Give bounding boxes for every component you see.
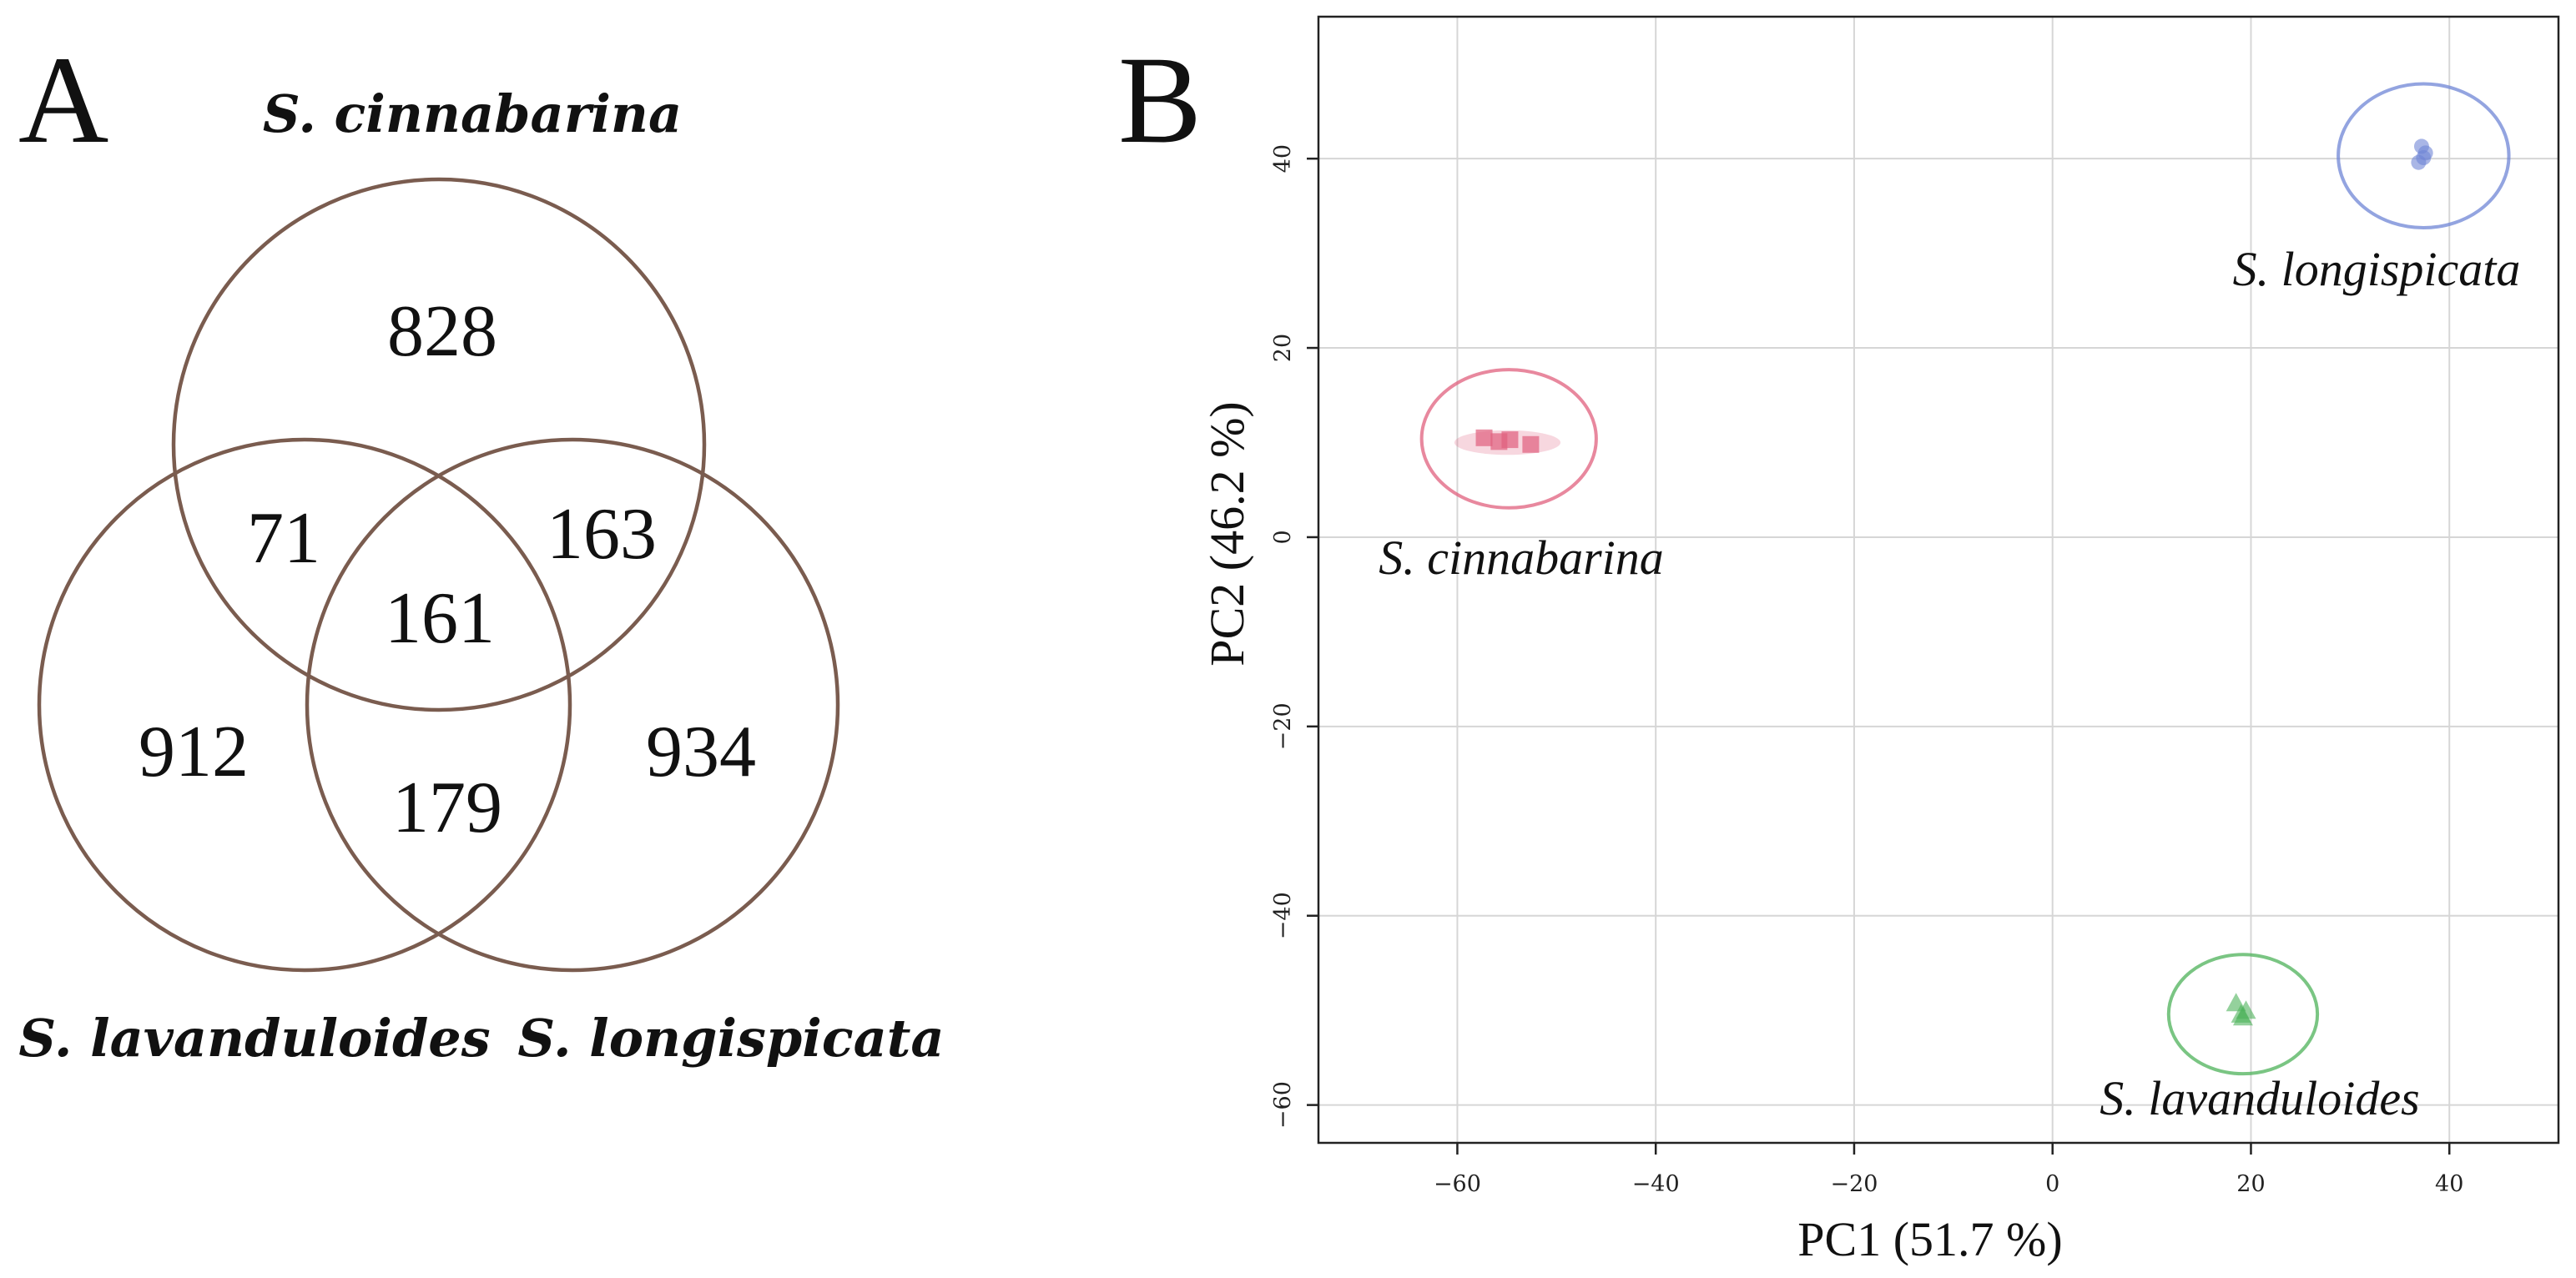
y-tick-label: 20 [1270,334,1296,362]
count-lavanduloides-only: 912 [139,712,249,792]
point-scinnabarina [1475,429,1493,446]
circle-lavanduloides [37,437,572,973]
data-points [1475,138,2433,1026]
ellipse-slavanduloides [2166,953,2320,1076]
x-tick-label: 20 [2236,1171,2265,1197]
count-cinnabarina-longispicata: 163 [547,494,657,575]
y-tick-label: −40 [1270,892,1296,939]
group-label-cinnabarina: S. cinnabarina [1379,531,1664,585]
count-cinnabarina-lavanduloides: 71 [247,498,320,579]
count-lavanduloides-longispicata: 179 [392,767,502,848]
point-slavanduloides [2232,1007,2253,1026]
y-tick-label: −60 [1270,1081,1296,1129]
grid [1318,17,2558,1143]
count-all-three: 161 [385,578,495,659]
point-scinnabarina [1501,431,1519,449]
x-tick-label: 40 [2435,1171,2463,1197]
circle-longispicata [305,437,840,973]
circle-cinnabarina [171,177,707,712]
count-longispicata-only: 934 [646,712,756,792]
plot-frame [1317,15,2560,1145]
y-tick-label: −20 [1270,702,1296,750]
label-set-lavanduloides: S. lavanduloides [18,1008,490,1069]
panel-b-label: B [1118,31,1202,169]
panel-a-label: A [18,31,108,169]
ellipse-scinnabarina [1419,368,1598,510]
point-slongispicata [2416,150,2432,166]
x-axis-ticks: −60 −40 −20 0 20 40 [1434,1143,2463,1197]
point-scinnabarina [1522,435,1540,453]
y-tick-label: 0 [1270,530,1296,544]
ellipse-slongispicata [2337,82,2511,229]
group-label-longispicata: S. longispicata [2233,242,2521,296]
group-label-lavanduloides: S. lavanduloides [2100,1071,2419,1125]
x-axis-label: PC1 (51.7 %) [1797,1212,2062,1266]
x-tick-label: −40 [1632,1171,1680,1197]
x-tick-label: −60 [1434,1171,1481,1197]
label-set-cinnabarina: S. cinnabarina [263,83,682,144]
y-axis-label: PC2 (46.2 %) [1200,401,1254,666]
y-tick-label: 40 [1270,144,1296,173]
label-set-longispicata: S. longispicata [517,1008,944,1069]
pca-panel: B −60 −40 −20 0 20 40 −60 −40 −20 0 20 40 PC1 (51.… [1118,15,2560,1266]
y-axis-ticks: −60 −40 −20 0 20 40 [1270,144,1318,1129]
x-tick-label: 0 [2045,1171,2059,1197]
x-tick-label: −20 [1830,1171,1878,1197]
count-cinnabarina-only: 828 [387,291,497,372]
venn-panel: A S. cinnabarina S. lavanduloides S. lon… [18,31,945,1069]
